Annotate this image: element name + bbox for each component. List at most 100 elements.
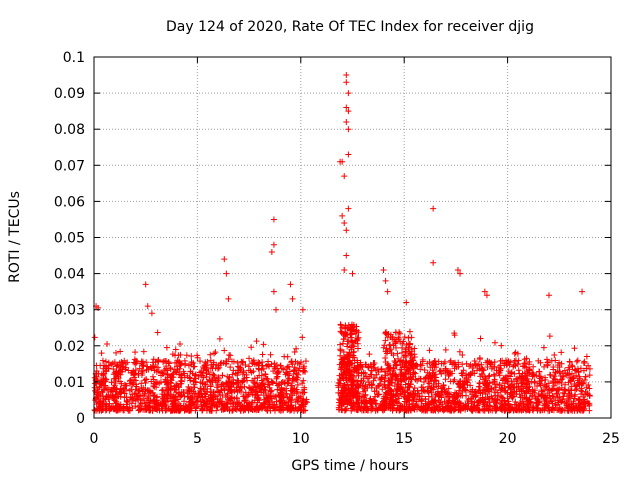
data-point: [187, 375, 194, 382]
data-point: [260, 365, 267, 372]
data-point: [554, 391, 561, 398]
data-point: [570, 398, 577, 405]
data-point: [349, 394, 356, 401]
data-point: [247, 367, 254, 374]
data-point: [491, 376, 498, 383]
data-point: [345, 385, 352, 392]
data-point: [453, 402, 460, 409]
data-point: [98, 350, 105, 357]
data-point: [554, 378, 561, 385]
data-point: [177, 351, 184, 358]
data-point: [417, 366, 424, 373]
data-point: [486, 388, 493, 395]
data-point: [524, 375, 531, 382]
data-point: [106, 400, 113, 407]
data-point: [337, 328, 344, 335]
data-point: [165, 359, 172, 366]
data-point: [507, 359, 514, 366]
data-point: [155, 368, 162, 375]
data-point: [523, 364, 530, 371]
data-point: [181, 393, 188, 400]
data-point: [409, 390, 416, 397]
data-point: [483, 403, 490, 410]
data-point: [299, 306, 306, 313]
data-point: [124, 359, 131, 366]
data-point: [117, 389, 124, 396]
data-point: [498, 342, 505, 349]
data-point: [150, 382, 157, 389]
data-point: [335, 404, 342, 411]
data-point: [188, 361, 195, 368]
data-point: [164, 374, 171, 381]
data-point: [113, 368, 120, 375]
data-point: [364, 407, 371, 414]
data-point: [491, 339, 498, 346]
data-point: [215, 388, 222, 395]
data-point: [409, 364, 416, 371]
data-point: [123, 397, 130, 404]
data-point: [351, 343, 358, 350]
data-point: [184, 372, 191, 379]
data-point: [343, 72, 350, 79]
y-tick-label: 0.02: [54, 339, 85, 355]
data-point: [227, 364, 234, 371]
data-point: [221, 387, 228, 394]
data-point: [354, 337, 361, 344]
data-point: [519, 379, 526, 386]
data-point: [567, 407, 574, 414]
data-point: [225, 295, 232, 302]
data-point: [114, 362, 121, 369]
data-point: [233, 386, 240, 393]
y-tick-label: 0.07: [54, 158, 85, 174]
data-point: [382, 354, 389, 361]
data-point: [246, 401, 253, 408]
data-point: [527, 400, 534, 407]
data-point: [289, 375, 296, 382]
data-point: [288, 359, 295, 366]
data-point: [581, 376, 588, 383]
data-point: [216, 364, 223, 371]
data-point: [391, 357, 398, 364]
data-point: [193, 393, 200, 400]
data-point: [370, 361, 377, 368]
data-point: [258, 402, 265, 409]
data-point: [508, 370, 515, 377]
data-point: [580, 359, 587, 366]
data-point: [343, 79, 350, 86]
data-point: [481, 288, 488, 295]
data-point: [222, 383, 229, 390]
x-tick-label: 10: [292, 431, 310, 447]
data-point: [132, 377, 139, 384]
data-point: [371, 397, 378, 404]
data-point: [552, 397, 559, 404]
data-point: [523, 355, 530, 362]
data-point: [475, 383, 482, 390]
data-point: [270, 241, 277, 248]
data-point: [343, 118, 350, 125]
data-point: [405, 405, 412, 412]
data-point: [113, 398, 120, 405]
data-point: [545, 407, 552, 414]
data-point: [144, 303, 151, 310]
data-point: [107, 405, 114, 412]
data-point: [394, 350, 401, 357]
data-point: [498, 386, 505, 393]
data-point: [384, 334, 391, 341]
data-point: [460, 405, 467, 412]
data-point: [116, 405, 123, 412]
data-points: [91, 72, 593, 414]
data-point: [459, 361, 466, 368]
data-point: [415, 404, 422, 411]
data-point: [96, 400, 103, 407]
data-point: [537, 382, 544, 389]
data-point: [173, 407, 180, 414]
x-axis-label: GPS time / hours: [291, 458, 408, 474]
data-point: [147, 407, 154, 414]
data-point: [298, 359, 305, 366]
data-point: [288, 358, 295, 365]
data-point: [286, 394, 293, 401]
data-point: [411, 369, 418, 376]
data-point: [287, 281, 294, 288]
data-point: [274, 371, 281, 378]
data-point: [586, 407, 593, 414]
